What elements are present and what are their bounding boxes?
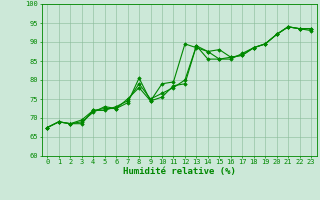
X-axis label: Humidité relative (%): Humidité relative (%) — [123, 167, 236, 176]
